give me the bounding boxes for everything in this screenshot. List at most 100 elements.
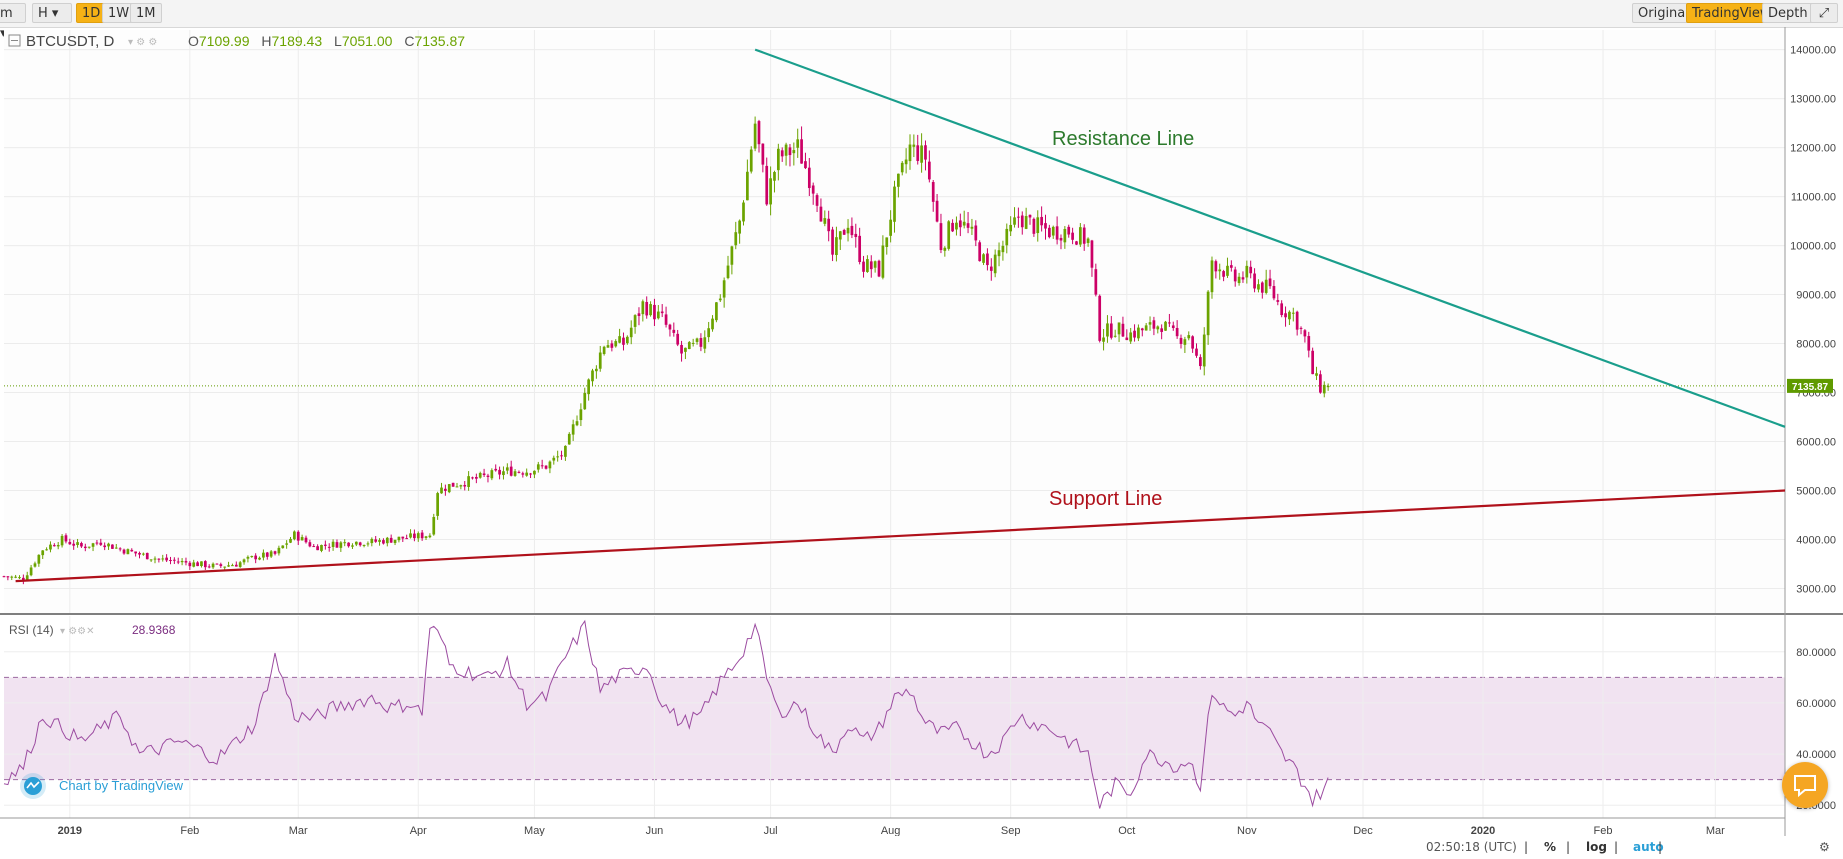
candle-body <box>854 233 858 238</box>
log-toggle[interactable]: log <box>1586 840 1607 854</box>
resistance-line[interactable] <box>754 48 1786 428</box>
price-chart[interactable]: Resistance Line Support Line 3000.00 4000.… <box>0 27 1843 836</box>
trend-lines[interactable]: Resistance Line Support Line <box>15 48 1786 583</box>
candle-body <box>885 237 889 247</box>
timeframe-1w-button[interactable]: 1W <box>102 3 136 23</box>
price-axis[interactable]: 3000.004000.005000.006000.007000.008000.… <box>1787 45 1836 813</box>
low-label: L <box>334 33 342 49</box>
candle-body <box>157 558 161 560</box>
candle-body <box>378 540 381 542</box>
candle-body <box>1082 227 1086 244</box>
candle-body <box>989 266 993 271</box>
candlestick-series <box>2 116 1785 585</box>
candle-body <box>598 352 602 369</box>
candle-body <box>769 178 772 205</box>
symbol-name[interactable]: BTCUSDT, D <box>26 33 115 50</box>
candle-body <box>370 538 374 544</box>
candle-body <box>866 259 869 272</box>
candle-body <box>606 345 610 348</box>
rsi-line <box>3 619 1329 809</box>
status-bar: 02:50:18 (UTC) | % | log | auto | ⚙ <box>0 836 1843 859</box>
price-tick-label: 10000.00 <box>1790 241 1836 253</box>
candle-body <box>529 473 532 475</box>
timeframe-1m-button[interactable]: 1M <box>130 3 162 23</box>
time-tick-label: May <box>524 825 545 836</box>
rsi-tick-label: 80.0000 <box>1796 647 1836 659</box>
fullscreen-icon[interactable]: ⤢ <box>1810 3 1838 23</box>
candle-body <box>1125 337 1129 341</box>
view-depth-button[interactable]: Depth <box>1762 3 1814 23</box>
tradingview-watermark[interactable]: Chart by TradingView <box>20 773 184 799</box>
percent-toggle[interactable]: % <box>1544 840 1557 854</box>
candle-body <box>1140 328 1144 331</box>
time-axis[interactable]: 2019 Feb Mar Apr May Jun Jul Aug Sep Oct Nov Dec 202… <box>58 825 1726 836</box>
candle-body <box>1109 323 1113 338</box>
candle-body <box>1160 328 1164 332</box>
support-line[interactable] <box>15 489 1786 583</box>
candle-body <box>656 311 660 319</box>
candle-body <box>1322 384 1326 394</box>
candle-body <box>1028 214 1032 218</box>
price-tick-label: 13000.00 <box>1790 94 1836 106</box>
settings-icon[interactable]: ▾ ⚙ ⚙ <box>128 37 157 48</box>
candle-body <box>633 315 637 327</box>
candle-body <box>312 546 316 548</box>
rsi-label[interactable]: RSI (14) <box>9 623 54 637</box>
candle-body <box>889 219 892 236</box>
rsi-settings-icon[interactable]: ▾ ⚙⚙✕ <box>60 626 95 637</box>
candle-body <box>153 558 157 560</box>
candle-body <box>587 379 590 395</box>
candle-body <box>920 145 923 163</box>
candle-body <box>1268 278 1272 287</box>
candle-body <box>1094 269 1098 295</box>
resistance-line-label[interactable]: Resistance Line <box>1052 128 1194 150</box>
candle-body <box>784 144 788 156</box>
low-value: 7051.00 <box>342 33 393 49</box>
view-original-button[interactable]: Original <box>1632 3 1695 23</box>
candle-body <box>850 225 854 236</box>
candle-body <box>509 466 513 476</box>
candle-body <box>986 253 989 266</box>
chat-button[interactable] <box>1782 762 1828 808</box>
settings-gear-icon[interactable]: ⚙ <box>1819 840 1830 854</box>
candle-body <box>72 543 76 546</box>
price-tick-label: 14000.00 <box>1790 45 1836 57</box>
timeframe-hour-button[interactable]: H ▾ <box>32 3 72 23</box>
candle-body <box>80 543 83 547</box>
candle-body <box>1222 271 1225 277</box>
candle-body <box>134 551 137 554</box>
auto-toggle[interactable]: auto <box>1633 840 1664 854</box>
view-tradingview-button[interactable]: TradingView <box>1686 3 1777 23</box>
candle-body <box>1117 322 1121 335</box>
timeframe-minute-button[interactable]: m ▾ <box>0 3 26 41</box>
candle-body <box>951 222 954 232</box>
collapse-icon[interactable] <box>8 34 21 47</box>
candle-body <box>33 563 37 567</box>
candle-body <box>192 562 196 567</box>
last-price-badge <box>1787 378 1833 393</box>
candle-body <box>1253 273 1256 289</box>
candle-body <box>1264 279 1268 293</box>
candle-body <box>637 313 641 316</box>
candle-body <box>564 445 567 457</box>
rsi-band <box>4 677 1785 780</box>
watermark-text[interactable]: Chart by TradingView <box>59 778 184 793</box>
candle-body <box>1315 373 1318 376</box>
candle-body <box>1156 326 1160 330</box>
time-tick-label: Jun <box>646 825 664 836</box>
candle-body <box>203 561 207 568</box>
candle-body <box>776 148 780 171</box>
candle-body <box>947 221 951 249</box>
candle-body <box>811 185 815 194</box>
support-line-label[interactable]: Support Line <box>1049 488 1162 510</box>
candle-body <box>1179 337 1183 344</box>
candle-body <box>103 545 107 548</box>
candle-body <box>45 549 48 551</box>
time-tick-label: Nov <box>1237 825 1257 836</box>
candle-body <box>474 476 478 479</box>
candle-body <box>1284 313 1287 318</box>
candle-body <box>560 455 563 457</box>
candle-body <box>467 476 470 487</box>
candle-body <box>246 556 250 559</box>
candle-body <box>641 301 645 315</box>
